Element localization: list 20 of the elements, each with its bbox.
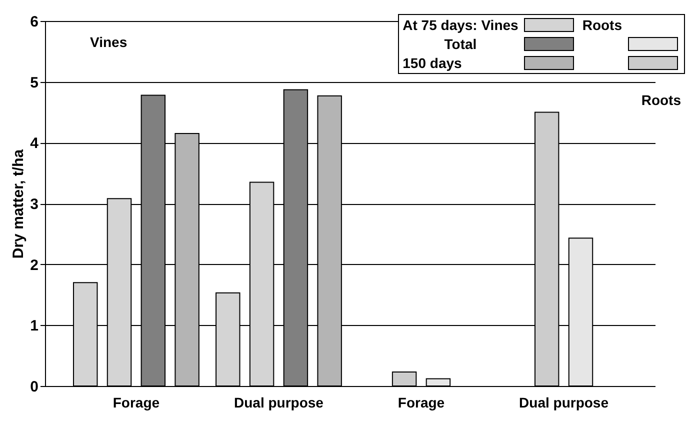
- x-tick-label: Dual purpose: [234, 394, 324, 410]
- y-tick-label: 6: [30, 14, 38, 30]
- y-tick-label: 1: [30, 318, 38, 335]
- annotation: Total: [443, 36, 478, 52]
- y-tick-label: 0: [30, 378, 38, 396]
- y-tick-label: 2: [30, 256, 38, 274]
- annotation: Roots: [641, 92, 681, 108]
- bar: [426, 378, 451, 386]
- x-tick-label: Dual purpose: [519, 394, 609, 410]
- y-tick-label: 5: [30, 74, 38, 92]
- annotation: Roots: [582, 17, 622, 33]
- annotation: 150 days: [402, 55, 463, 71]
- annotation: Vines: [90, 34, 128, 50]
- x-tick-label: Forage: [112, 394, 160, 410]
- x-tick-label: Forage: [398, 394, 445, 410]
- annotation: At 75 days: Vines: [402, 17, 518, 33]
- bar: [392, 372, 417, 386]
- y-axis-title: Dry matter, t/ha: [10, 148, 28, 259]
- y-tick-label: 4: [30, 135, 40, 152]
- y-tick-label: 3: [30, 196, 38, 213]
